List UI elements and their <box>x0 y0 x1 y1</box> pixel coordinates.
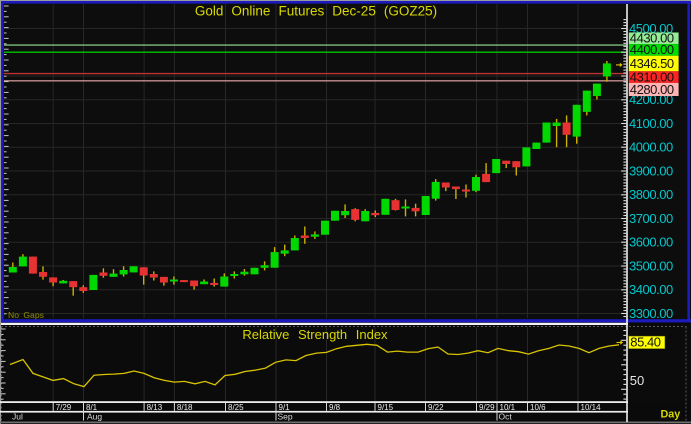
svg-text:8/13: 8/13 <box>147 403 163 412</box>
svg-text:8/25: 8/25 <box>228 403 244 412</box>
svg-text:3300.00: 3300.00 <box>629 306 673 321</box>
svg-text:4310.00: 4310.00 <box>630 69 674 84</box>
svg-text:10/6: 10/6 <box>530 403 546 412</box>
svg-text:4100.00: 4100.00 <box>629 116 673 131</box>
svg-text:Gold Online Futures Dec-25 (GO: Gold Online Futures Dec-25 (GOZ25) <box>195 4 437 19</box>
svg-text:4280.00: 4280.00 <box>630 82 674 97</box>
svg-text:8/18: 8/18 <box>177 403 193 412</box>
svg-text:10/1: 10/1 <box>500 403 516 412</box>
svg-text:8/1: 8/1 <box>86 403 98 412</box>
svg-text:Jul: Jul <box>12 412 23 422</box>
svg-text:9/8: 9/8 <box>329 403 341 412</box>
svg-text:4346.50: 4346.50 <box>630 56 674 71</box>
svg-text:Aug: Aug <box>87 412 102 422</box>
svg-text:9/15: 9/15 <box>378 403 394 412</box>
svg-text:3600.00: 3600.00 <box>629 235 673 250</box>
svg-text:4400.00: 4400.00 <box>630 42 674 57</box>
svg-text:4430.00: 4430.00 <box>630 31 674 46</box>
svg-text:4500.00: 4500.00 <box>629 21 673 36</box>
svg-text:7/29: 7/29 <box>56 403 72 412</box>
svg-text:9/1: 9/1 <box>279 403 291 412</box>
svg-text:3700.00: 3700.00 <box>629 211 673 226</box>
svg-text:No Gaps: No Gaps <box>8 310 44 320</box>
svg-text:9/29: 9/29 <box>479 403 495 412</box>
svg-text:85.40: 85.40 <box>630 335 661 350</box>
svg-text:9/22: 9/22 <box>428 403 444 412</box>
svg-text:4000.00: 4000.00 <box>629 140 673 155</box>
svg-text:3400.00: 3400.00 <box>629 282 673 297</box>
svg-text:3500.00: 3500.00 <box>629 258 673 273</box>
svg-text:Day: Day <box>661 408 681 420</box>
svg-text:3900.00: 3900.00 <box>629 163 673 178</box>
svg-text:50: 50 <box>630 373 644 388</box>
svg-text:10/14: 10/14 <box>581 403 602 412</box>
svg-text:Relative Strength Index: Relative Strength Index <box>242 327 388 342</box>
svg-text:3800.00: 3800.00 <box>629 187 673 202</box>
svg-text:Oct: Oct <box>499 412 513 422</box>
svg-text:Sep: Sep <box>278 412 293 422</box>
